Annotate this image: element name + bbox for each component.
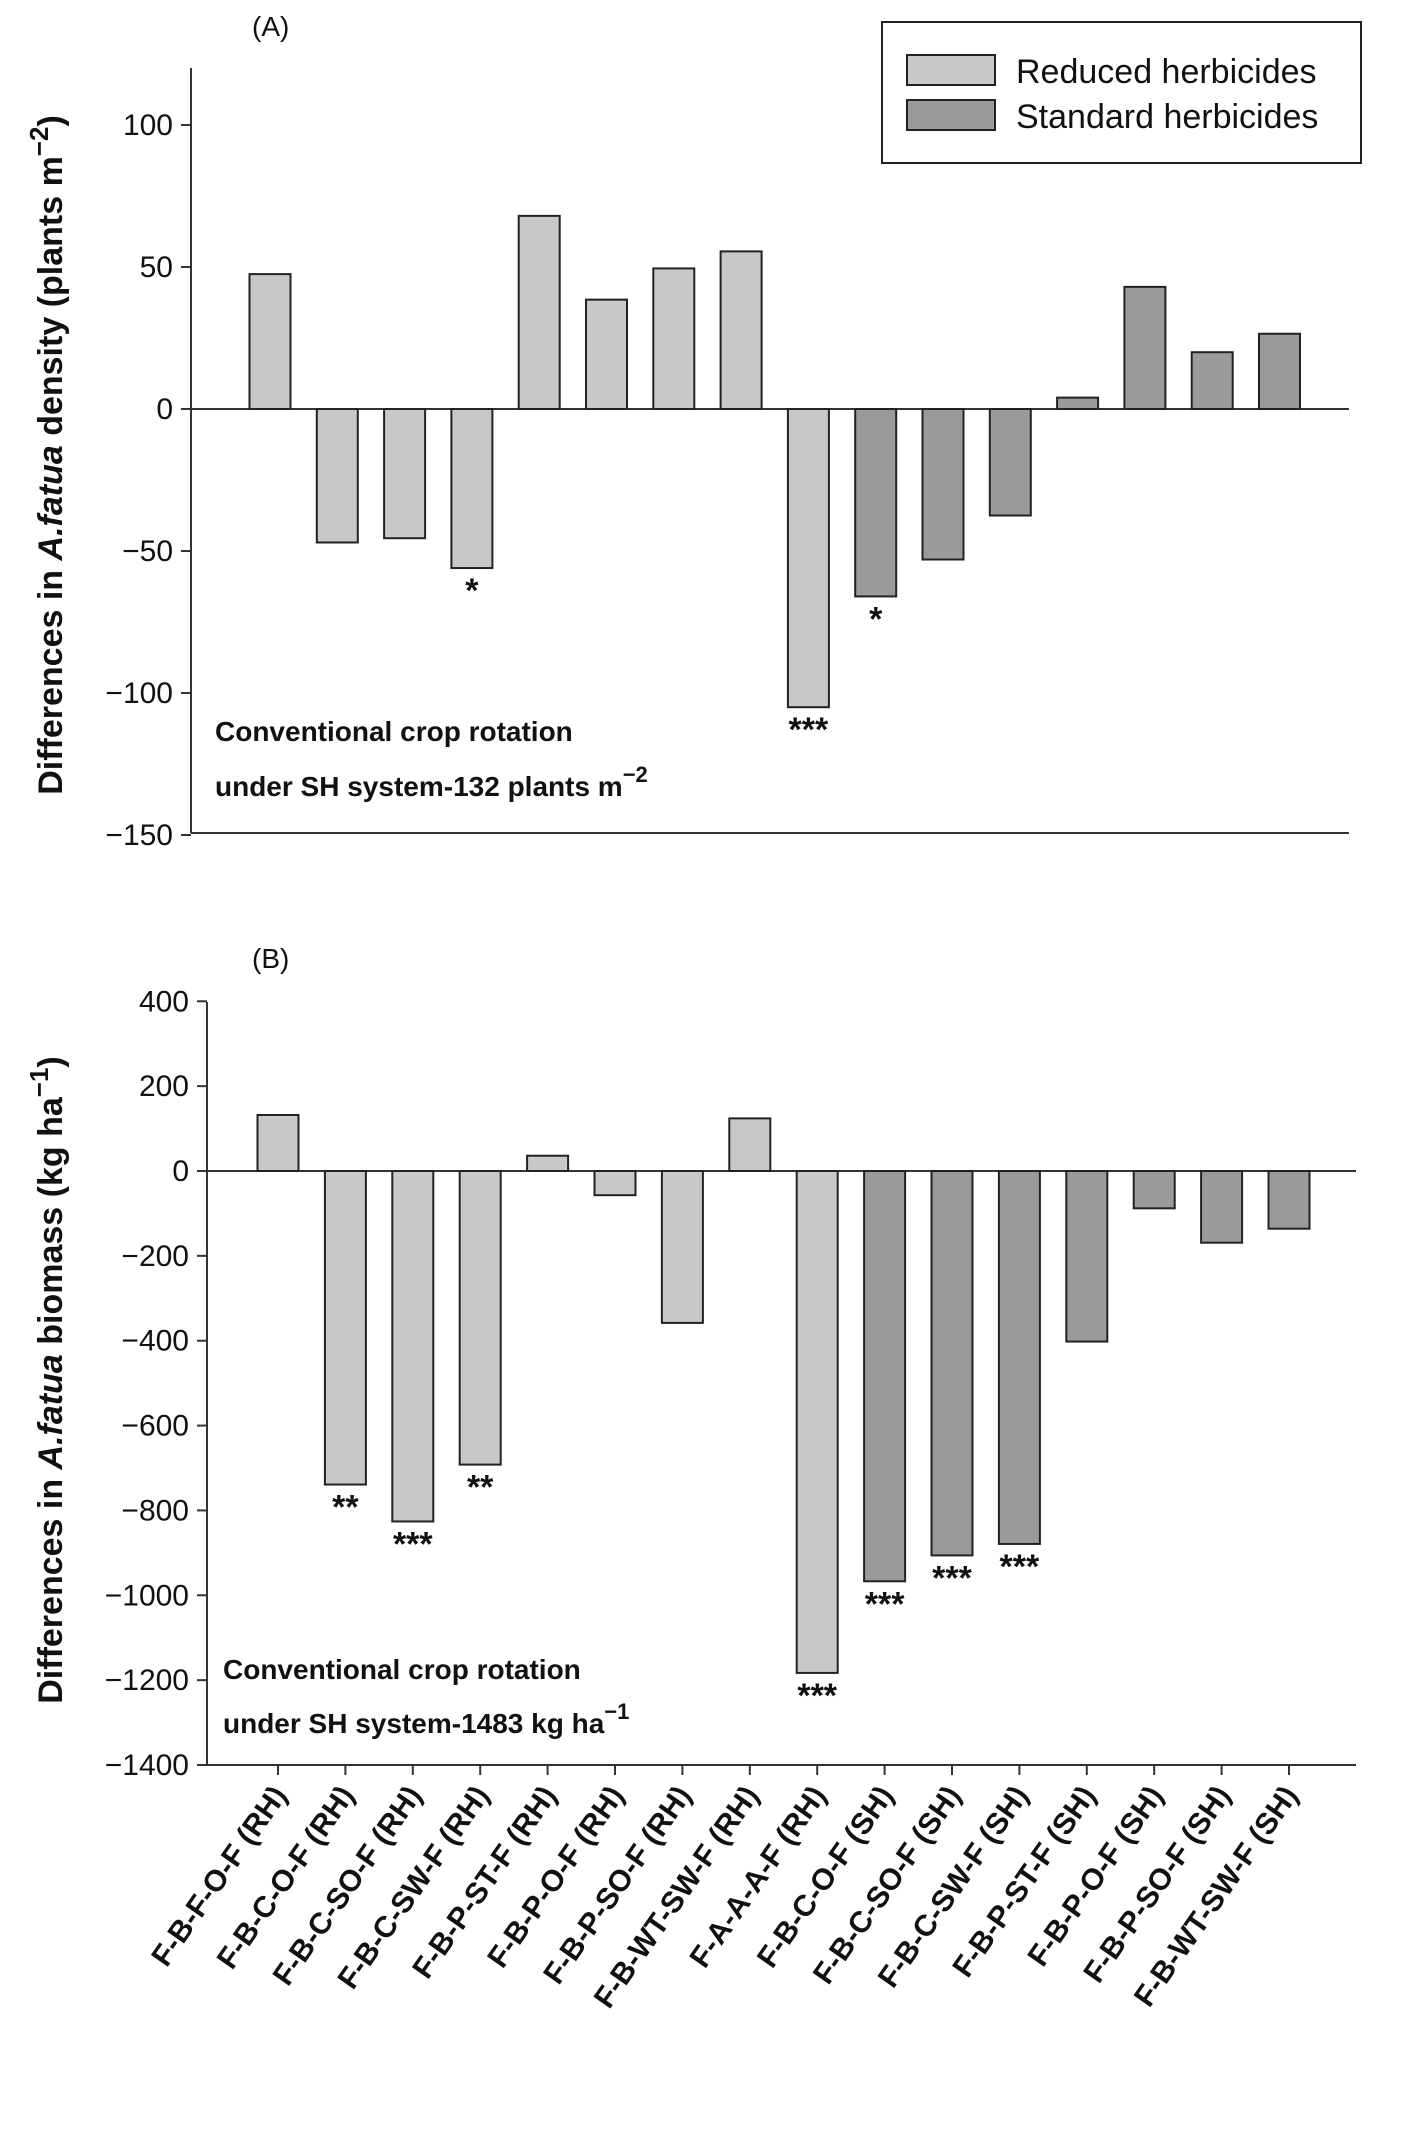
annotation-b-line2-text: under SH system-1483 kg ha	[223, 1708, 605, 1739]
bar-7	[660, 1170, 704, 1324]
bar-8	[719, 250, 763, 410]
significance-marker: ***	[393, 1525, 433, 1563]
y-axis-title-a: Differences in A.fatua density (plants m…	[24, 115, 70, 795]
y-axis-title-part: density (plants m	[32, 156, 70, 445]
annotation-a-line2: under SH system-132 plants m−2	[215, 762, 648, 802]
bar-3	[383, 408, 427, 540]
significance-marker: *	[869, 600, 883, 638]
annotation-b-line1: Conventional crop rotation	[223, 1654, 581, 1685]
legend-label-reduced: Reduced herbicides	[1016, 53, 1317, 91]
bar-16	[1258, 332, 1301, 410]
bar-5	[526, 1154, 570, 1172]
bar-10	[863, 1170, 907, 1583]
legend-swatch-standard	[906, 99, 996, 131]
y-axis-title-part: −1	[24, 1068, 54, 1098]
legend-frame	[881, 21, 1362, 164]
y-axis-title-part: −2	[24, 127, 54, 157]
legend-swatch-reduced	[906, 54, 996, 86]
significance-marker: **	[467, 1469, 494, 1507]
bar-14	[1132, 1170, 1176, 1210]
panel-b-label: (B)	[252, 943, 289, 974]
bar-2	[315, 408, 359, 544]
bar-11	[930, 1170, 974, 1557]
significance-marker: ***	[1000, 1548, 1040, 1586]
y-tick-label: −100	[105, 677, 173, 710]
annotation-a-line2-text: under SH system-132 plants m	[215, 771, 623, 802]
bar-8	[728, 1117, 772, 1172]
bars-a: *****	[248, 214, 1301, 749]
y-tick-label: −800	[121, 1494, 189, 1527]
bar-9	[795, 1170, 839, 1674]
y-tick-label: −400	[121, 1325, 189, 1358]
bar-15	[1200, 1170, 1244, 1244]
y-axis-title-part: )	[32, 115, 70, 126]
y-tick-label: 200	[139, 1070, 189, 1103]
axes-b: 400 200 0 −200 −400 −600 −800 −1000 −1200 −1400	[105, 985, 1356, 1782]
significance-marker: ***	[865, 1585, 905, 1623]
y-tick-label: −200	[121, 1240, 189, 1273]
y-tick-label: 50	[140, 251, 173, 284]
y-axis-title-part: A.fatua	[32, 1354, 70, 1470]
y-axis-title-b: Differences in A.fatua biomass (kg ha−1)	[24, 1056, 70, 1704]
annotation-b-superscript: −1	[604, 1699, 629, 1724]
y-tick-label: −1000	[105, 1579, 189, 1612]
bar-13	[1065, 1170, 1109, 1343]
significance-marker: ***	[932, 1559, 972, 1597]
legend-label-standard: Standard herbicides	[1016, 98, 1318, 136]
y-axis-title-part: A.fatua	[32, 445, 70, 561]
annotation-b-line2: under SH system-1483 kg ha−1	[223, 1699, 629, 1739]
y-tick-label: −1400	[105, 1749, 189, 1782]
y-axis-title-part: Differences in	[32, 560, 70, 794]
annotation-a-superscript: −2	[623, 762, 648, 787]
bar-3	[391, 1170, 435, 1523]
y-axis-title-part: biomass (kg ha	[32, 1096, 70, 1354]
y-tick-label: 400	[139, 985, 189, 1018]
y-tick-label: −50	[122, 535, 173, 568]
bar-13	[1056, 396, 1100, 411]
bar-14	[1123, 285, 1167, 411]
bar-7	[652, 267, 696, 411]
y-tick-label: −150	[105, 819, 173, 852]
bar-5	[517, 214, 561, 410]
y-tick-label: 0	[172, 1155, 189, 1188]
significance-marker: *	[465, 572, 479, 610]
y-axis-title-part: )	[32, 1056, 70, 1067]
bars-b: **************** ***	[256, 1113, 1311, 1715]
panel-a: (A) Reduced herbicides Standard herbicid…	[24, 11, 1362, 852]
bar-16	[1267, 1170, 1311, 1230]
panel-b: (B) Differences in A.fatua biomass (kg h…	[24, 943, 1356, 2014]
bar-9	[786, 408, 830, 709]
y-tick-label: 0	[156, 393, 173, 426]
y-tick-label: −1200	[105, 1664, 189, 1697]
x-axis-category-labels: F-B-F-O-F (RH)F-B-C-O-F (RH)F-B-C-SO-F (…	[145, 1780, 1304, 2014]
y-axis-title-part: Differences in	[32, 1469, 70, 1703]
y-tick-label: 100	[123, 109, 173, 142]
legend: Reduced herbicides Standard herbicides	[881, 21, 1362, 164]
bar-4	[450, 408, 494, 570]
significance-marker: ***	[797, 1677, 837, 1715]
significance-marker: ***	[789, 711, 829, 749]
bar-15	[1190, 351, 1234, 411]
bar-4	[458, 1170, 502, 1466]
bar-10	[854, 408, 898, 598]
bar-2	[323, 1170, 367, 1486]
bar-12	[997, 1170, 1041, 1545]
bar-12	[988, 408, 1032, 517]
annotation-a-line1: Conventional crop rotation	[215, 716, 573, 747]
significance-marker: **	[332, 1489, 359, 1527]
bar-6	[585, 298, 628, 410]
bar-1	[256, 1113, 300, 1172]
bar-1	[248, 273, 292, 410]
bar-11	[921, 408, 965, 561]
y-tick-label: −600	[121, 1410, 189, 1443]
panel-a-label: (A)	[252, 11, 289, 42]
bar-6	[593, 1170, 637, 1197]
